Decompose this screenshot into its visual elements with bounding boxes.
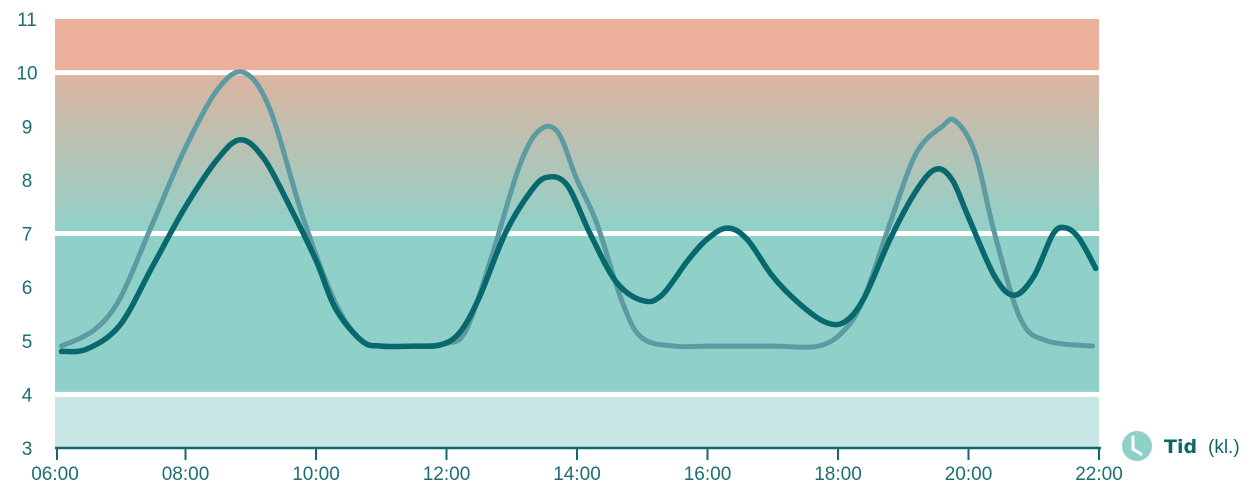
x-tick-label: 20:00 [945,464,993,485]
range-band-3 [55,19,1099,73]
x-tick-label: 12:00 [423,464,471,485]
x-axis-unit: (kl.) [1208,437,1240,458]
y-tick-label: 6 [22,278,33,299]
x-tick-label: 06:00 [31,464,79,485]
y-tick-label: 5 [22,332,33,353]
range-band-0 [55,394,1099,448]
x-axis-label: Tid [1164,436,1197,458]
range-bands [55,19,1101,450]
y-tick-label: 3 [22,439,33,460]
x-axis-legend: Tid (kl.) [1122,431,1240,461]
y-tick-label: 9 [22,117,33,138]
y-axis-ticks: 3 4 5 6 7 8 9 10 11 [16,10,37,460]
y-tick-label: 8 [22,171,33,192]
x-tick-label: 14:00 [553,464,601,485]
x-tick-label: 08:00 [162,464,210,485]
y-tick-label: 7 [22,225,33,246]
y-tick-label: 11 [17,10,37,31]
clock-icon [1122,431,1152,461]
series-line-1 [59,69,1095,350]
x-tick-label: 10:00 [292,464,340,485]
series-lines [58,69,1099,355]
clock-hands [1131,435,1143,456]
y-tick-label: 4 [22,385,33,406]
y-tick-label: 10 [16,64,37,85]
x-tick-label: 16:00 [684,464,732,485]
x-tick-label: 22:00 [1075,464,1123,485]
series-line-2 [58,136,1099,355]
range-band-1 [55,233,1099,395]
x-axis-ticks: 06:00 08:00 10:00 12:00 14:00 16:00 18:00 20:00… [31,448,1123,485]
x-tick-label: 18:00 [814,464,862,485]
